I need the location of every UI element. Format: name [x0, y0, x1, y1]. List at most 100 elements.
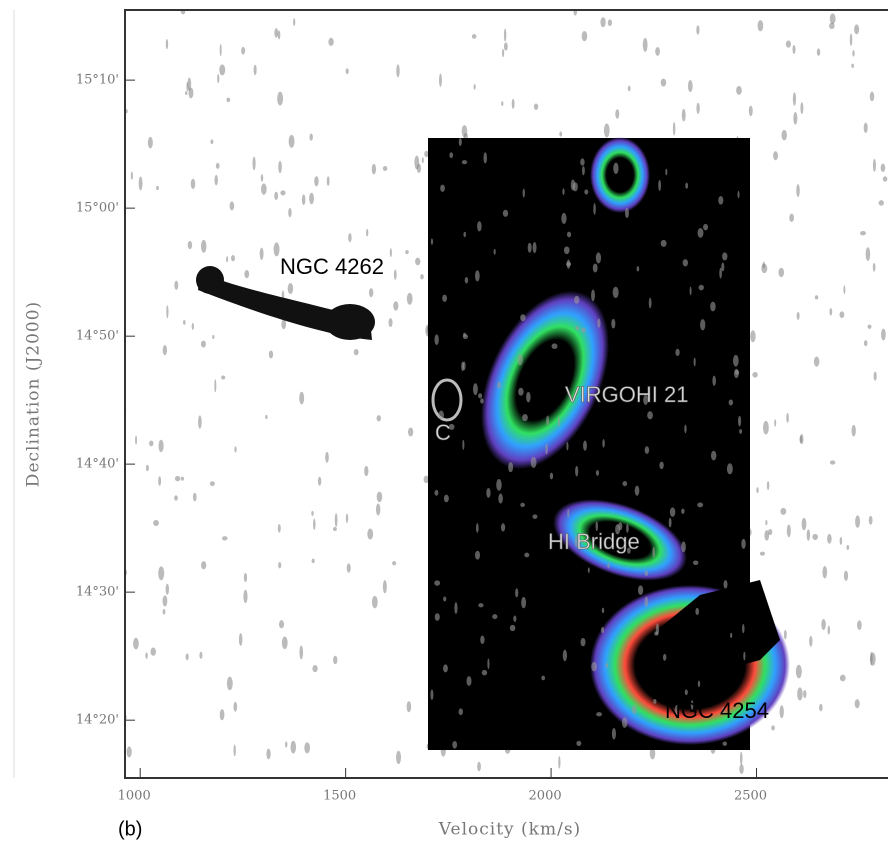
- speckle: [309, 133, 313, 141]
- speckle: [219, 64, 226, 76]
- speckle: [603, 123, 610, 138]
- speckle: [434, 580, 441, 586]
- speckle: [611, 727, 616, 740]
- speckle: [668, 517, 672, 528]
- speckle: [274, 191, 279, 201]
- speckle: [472, 383, 478, 396]
- speckle: [293, 18, 296, 27]
- speckle: [868, 515, 873, 525]
- speckle: [406, 701, 412, 713]
- speckle: [190, 178, 196, 189]
- speckle: [287, 283, 294, 295]
- speckle: [214, 379, 217, 393]
- speckle: [304, 742, 311, 754]
- speckle: [613, 162, 619, 175]
- speckle: [434, 334, 439, 346]
- speckle: [513, 615, 517, 622]
- speckle: [558, 756, 561, 769]
- speckle: [165, 38, 169, 50]
- speckle: [581, 31, 588, 42]
- speckle: [793, 112, 798, 125]
- speckle: [200, 340, 206, 348]
- speckle: [779, 705, 784, 719]
- speckle: [520, 502, 525, 508]
- speckle: [801, 517, 807, 531]
- speckle: [452, 740, 458, 749]
- speckle: [515, 588, 519, 598]
- streak: [196, 266, 224, 294]
- speckle: [309, 192, 314, 205]
- speckle: [774, 419, 777, 427]
- speckle: [785, 40, 791, 48]
- speckle: [288, 134, 295, 148]
- speckle: [333, 526, 337, 531]
- speckle: [478, 603, 484, 608]
- speckle: [517, 353, 523, 366]
- speckle: [631, 704, 637, 714]
- speckle: [174, 475, 181, 482]
- speckle: [221, 375, 226, 380]
- speckle: [334, 513, 338, 527]
- speckle: [612, 286, 619, 299]
- y-tick-label: 15°10': [76, 73, 119, 88]
- speckle: [449, 152, 454, 159]
- speckle: [299, 391, 305, 405]
- speckle: [567, 508, 570, 518]
- blob: [645, 580, 780, 690]
- speckle: [644, 570, 649, 577]
- speckle: [312, 665, 318, 673]
- speckle: [869, 91, 875, 102]
- speckle: [430, 689, 434, 701]
- speckle: [789, 213, 795, 222]
- speckle: [133, 637, 139, 650]
- speckle: [796, 184, 800, 198]
- speckle: [766, 481, 770, 491]
- speckle: [382, 580, 387, 594]
- speckle: [659, 461, 664, 470]
- speckle: [210, 139, 214, 144]
- speckle: [285, 741, 288, 748]
- speckle: [527, 242, 532, 253]
- speckle: [414, 155, 420, 170]
- speckle: [217, 73, 220, 84]
- speckle: [843, 285, 846, 295]
- speckle: [843, 570, 849, 581]
- speckle: [726, 463, 733, 475]
- speckle: [346, 563, 351, 573]
- speckle: [595, 521, 599, 532]
- speckle: [566, 441, 569, 451]
- speckle: [800, 102, 804, 115]
- speckle: [743, 651, 746, 661]
- speckle: [592, 263, 598, 273]
- speckle: [477, 761, 481, 772]
- speckle: [873, 371, 877, 381]
- speckle: [872, 262, 876, 272]
- speckle: [166, 305, 169, 319]
- speckle: [396, 64, 400, 78]
- speckle: [165, 583, 170, 595]
- speckle: [509, 624, 516, 632]
- speckle: [233, 744, 236, 757]
- speckle: [692, 560, 699, 566]
- speckle: [277, 91, 284, 106]
- annotation: VIRGOHI 21: [565, 382, 688, 407]
- speckle: [574, 295, 580, 304]
- speckle: [584, 189, 589, 195]
- speckle: [596, 712, 603, 717]
- speckle: [806, 529, 811, 541]
- speckle: [520, 314, 526, 322]
- speckle: [857, 620, 862, 630]
- y-tick-label: 14°30': [76, 585, 119, 600]
- speckle: [636, 266, 640, 272]
- speckle: [366, 228, 369, 237]
- speckle: [765, 520, 768, 526]
- speckle: [771, 725, 775, 731]
- x-tick-label: 1500: [323, 789, 356, 804]
- annotation: NGC 4254: [665, 698, 769, 723]
- speckle: [854, 24, 860, 35]
- speckle: [261, 183, 267, 195]
- speckle: [595, 252, 602, 264]
- speckle: [829, 307, 833, 316]
- speckle: [549, 472, 554, 480]
- speckle: [545, 443, 548, 455]
